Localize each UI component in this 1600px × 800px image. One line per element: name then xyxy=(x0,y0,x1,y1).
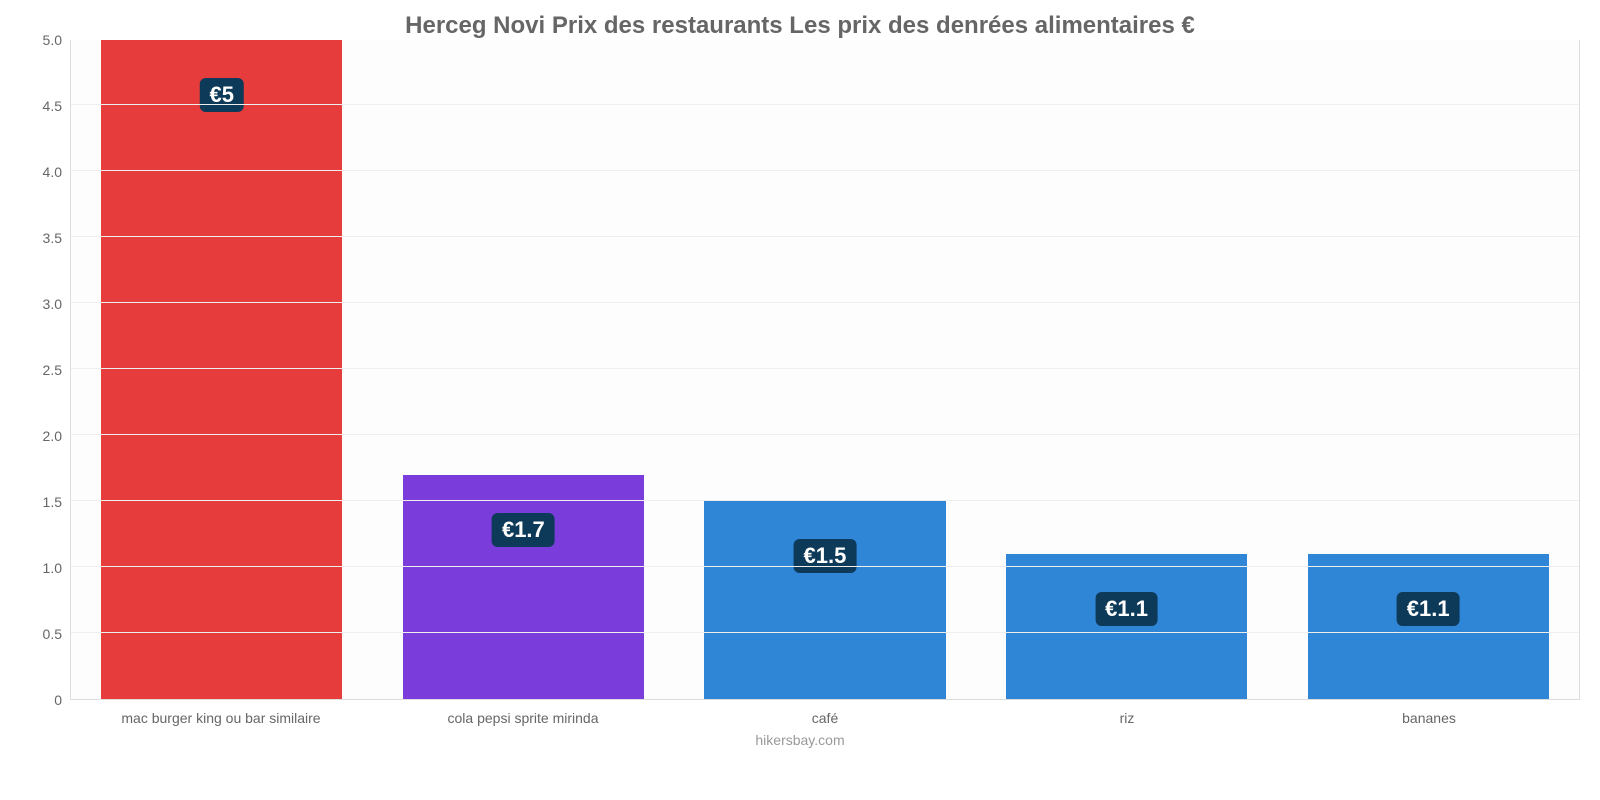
value-badge: €1.5 xyxy=(794,539,857,573)
plot-row: 00.51.01.52.02.53.03.54.04.55.0 €5€1.7€1… xyxy=(20,40,1580,700)
y-tick-label: 3.5 xyxy=(43,230,62,246)
y-axis: 00.51.01.52.02.53.03.54.04.55.0 xyxy=(20,40,70,700)
bar-slot: €5 xyxy=(71,40,373,699)
y-tick-label: 2.5 xyxy=(43,362,62,378)
bar: €1.1 xyxy=(1006,554,1247,699)
chart-title: Herceg Novi Prix des restaurants Les pri… xyxy=(20,12,1580,40)
bar: €5 xyxy=(101,40,342,699)
bar: €1.5 xyxy=(704,501,945,699)
gridline xyxy=(71,302,1579,303)
y-tick-label: 4.5 xyxy=(43,98,62,114)
y-tick-label: 1.0 xyxy=(43,560,62,576)
x-tick-label: cola pepsi sprite mirinda xyxy=(372,700,674,726)
y-tick-label: 0.5 xyxy=(43,626,62,642)
x-tick-label: bananes xyxy=(1278,700,1580,726)
y-tick-label: 2.0 xyxy=(43,428,62,444)
gridline xyxy=(71,170,1579,171)
bar: €1.1 xyxy=(1308,554,1549,699)
bar-slot: €1.5 xyxy=(674,40,976,699)
value-badge: €1.1 xyxy=(1095,592,1158,626)
x-tick-label: riz xyxy=(976,700,1278,726)
bar-slot: €1.1 xyxy=(1277,40,1579,699)
plot-area: €5 €1.7 €1.5 €1.1 €1.1 xyxy=(70,40,1580,700)
gridline xyxy=(71,566,1579,567)
gridline xyxy=(71,500,1579,501)
gridline xyxy=(71,104,1579,105)
value-badge: €1.1 xyxy=(1397,592,1460,626)
chart-caption: hikersbay.com xyxy=(20,732,1580,748)
y-tick-label: 1.5 xyxy=(43,494,62,510)
bars-layer: €5 €1.7 €1.5 €1.1 €1.1 xyxy=(71,40,1579,699)
gridline xyxy=(71,236,1579,237)
bar-slot: €1.7 xyxy=(373,40,675,699)
bar: €1.7 xyxy=(403,475,644,699)
y-tick-label: 4.0 xyxy=(43,164,62,180)
gridline xyxy=(71,434,1579,435)
x-tick-label: mac burger king ou bar similaire xyxy=(70,700,372,726)
x-tick-label: café xyxy=(674,700,976,726)
value-badge: €5 xyxy=(200,78,244,112)
gridline xyxy=(71,632,1579,633)
y-tick-label: 3.0 xyxy=(43,296,62,312)
bar-slot: €1.1 xyxy=(976,40,1278,699)
x-axis: mac burger king ou bar similairecola pep… xyxy=(70,700,1580,726)
gridline xyxy=(71,368,1579,369)
y-tick-label: 0 xyxy=(54,692,62,708)
value-badge: €1.7 xyxy=(492,513,555,547)
chart-container: Herceg Novi Prix des restaurants Les pri… xyxy=(0,0,1600,800)
y-tick-label: 5.0 xyxy=(43,32,62,48)
